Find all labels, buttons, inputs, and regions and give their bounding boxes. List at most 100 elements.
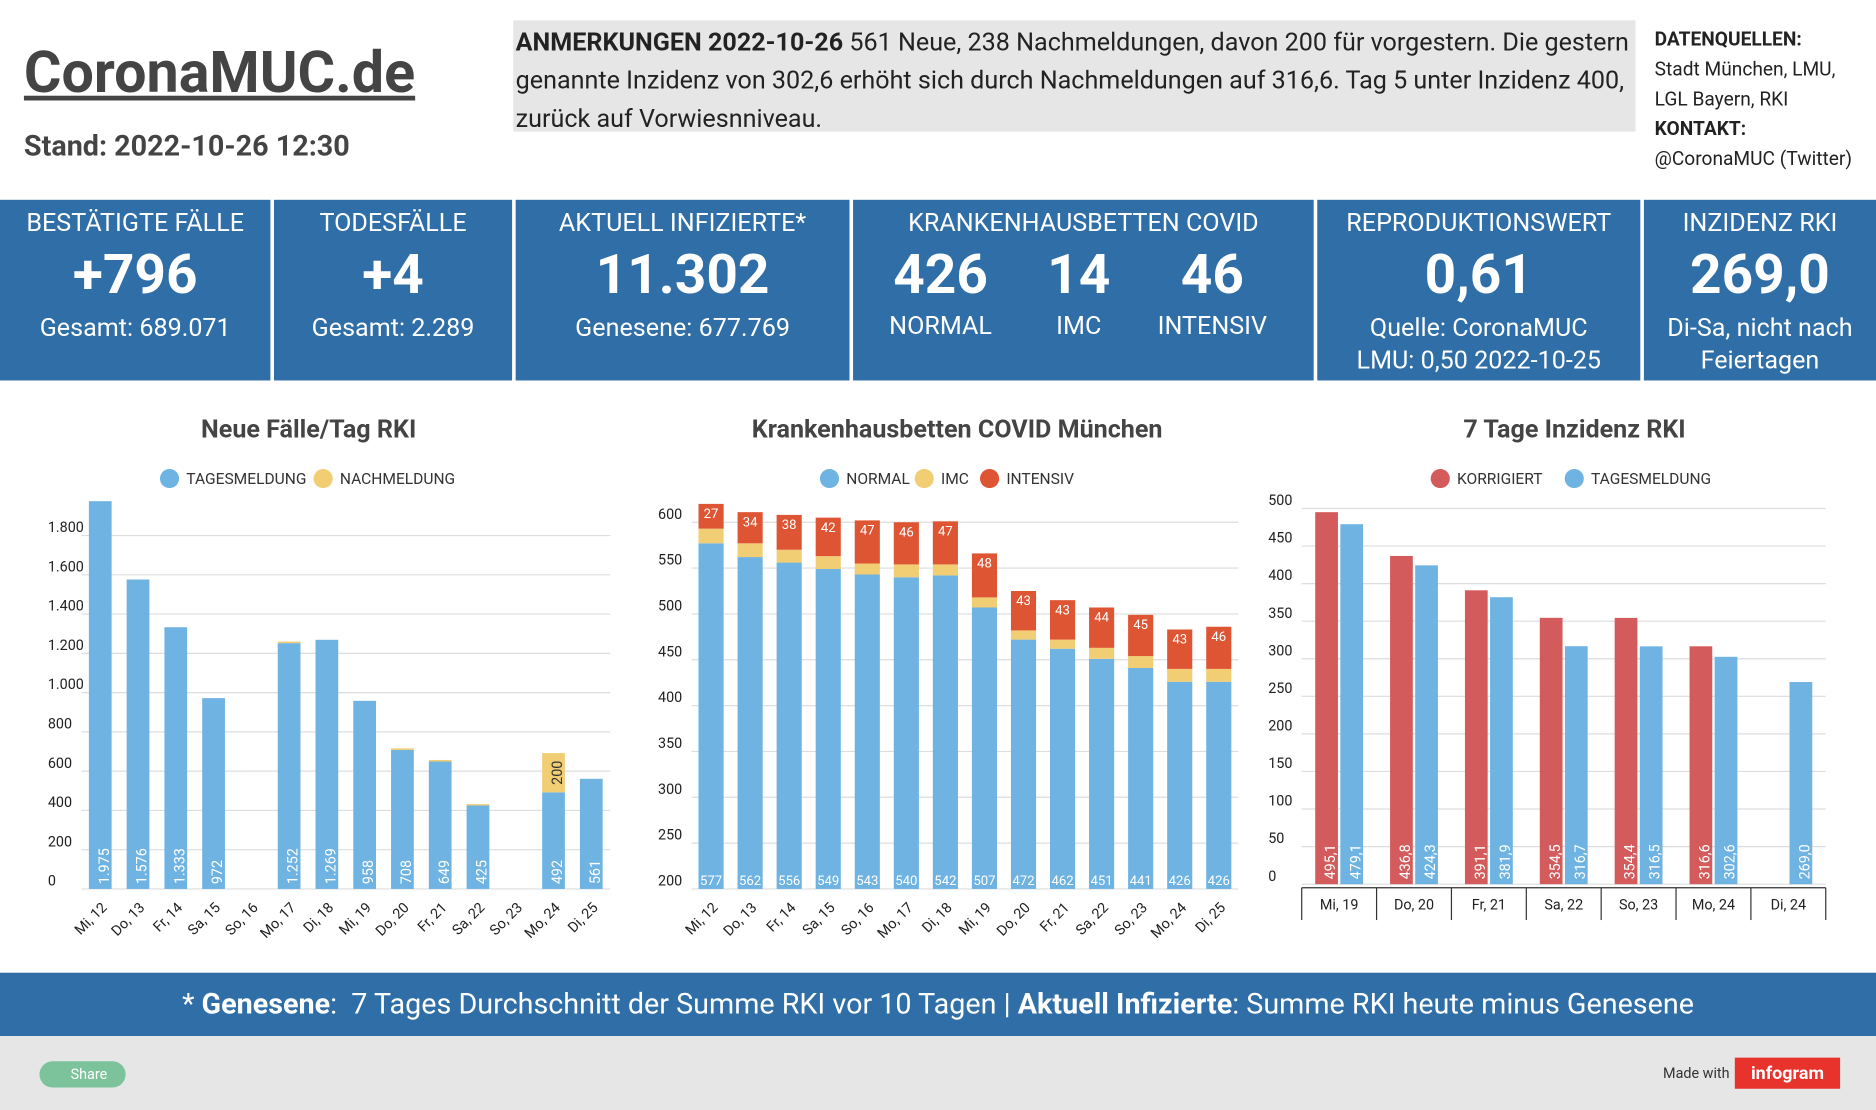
bar-segment	[1049, 648, 1076, 889]
x-tick-label: Mi, 12	[71, 899, 110, 938]
bar-segment	[932, 575, 958, 889]
bar	[1340, 524, 1364, 885]
bar-segment	[932, 521, 958, 565]
bar-segment	[353, 700, 377, 889]
bar-segment	[1167, 629, 1193, 669]
value-label: 492	[549, 860, 566, 884]
bar-segment	[893, 577, 919, 889]
x-tick-label: Fr, 21	[1472, 896, 1506, 913]
bar-segment	[315, 639, 339, 889]
bar-segment	[698, 543, 724, 889]
y-tick-label: 450	[658, 643, 682, 660]
kpi-title: AKTUELL INFIZIERTE*	[558, 209, 807, 239]
x-tick-label: Sa, 22	[449, 899, 488, 938]
bar-segment	[164, 627, 188, 889]
bar-segment	[737, 512, 763, 544]
y-tick-label: 350	[658, 735, 682, 752]
x-tick-label: Do, 20	[1394, 896, 1434, 913]
value-label: 556	[778, 874, 800, 889]
value-label: 507	[973, 874, 995, 889]
y-tick-label: 400	[48, 794, 72, 811]
x-tick-label: So, 23	[1111, 899, 1151, 939]
value-label: 451	[1091, 874, 1113, 889]
value-label: 45	[1133, 618, 1148, 633]
bar-segment	[1089, 647, 1115, 659]
kpi-value: +796	[72, 242, 198, 308]
legend-swatch	[1430, 469, 1450, 489]
bar	[1390, 555, 1413, 885]
value-label: 958	[360, 860, 377, 884]
x-tick-label: Di, 25	[565, 899, 602, 936]
bar-segment	[1206, 668, 1232, 682]
value-label: 48	[977, 557, 992, 572]
bar-segment	[277, 641, 301, 644]
bar-segment	[277, 643, 301, 889]
bar-segment	[932, 564, 958, 576]
contact: @CoronaMUC (Twitter)	[1654, 147, 1853, 170]
value-label: 540	[895, 874, 917, 889]
share-button[interactable]: Share	[39, 1061, 126, 1088]
kpi-value: +4	[362, 242, 424, 308]
y-tick-label: 1.800	[48, 519, 84, 536]
y-tick-label: 200	[658, 873, 682, 890]
y-tick-label: 0	[1268, 868, 1276, 885]
bar-segment	[854, 574, 880, 889]
value-label: 495,1	[1322, 844, 1339, 879]
legend-label: TAGESMELDUNG	[186, 470, 306, 488]
site-title: CoronaMUC.de	[23, 38, 416, 107]
kpi-title: TODESFÄLLE	[319, 209, 467, 239]
bar-segment	[893, 522, 919, 565]
kpi-sub: Feiertagen	[1700, 346, 1820, 376]
footer-text: : Summe RKI heute minus Genesene	[1232, 987, 1694, 1021]
y-tick-label: 500	[1268, 492, 1292, 509]
x-tick-label: Di, 18	[919, 899, 956, 936]
bar-segment	[971, 607, 998, 889]
x-tick-label: Fr, 14	[150, 899, 186, 935]
value-label: 43	[1172, 633, 1187, 648]
bar-segment	[854, 520, 880, 564]
y-tick-label: 250	[1268, 680, 1292, 697]
bar-segment	[391, 748, 414, 750]
bar	[1789, 682, 1813, 885]
bar-segment	[971, 597, 998, 608]
value-label: 43	[1055, 603, 1070, 618]
bar-segment	[1128, 668, 1154, 889]
bar-segment	[737, 557, 763, 889]
x-tick-label: So, 16	[222, 899, 262, 939]
value-label: 44	[1094, 611, 1109, 626]
x-tick-label: So, 23	[486, 899, 526, 939]
x-tick-label: Sa, 15	[799, 899, 838, 938]
kpi-label: INTENSIV	[1157, 312, 1268, 341]
bar-segment	[815, 517, 841, 557]
footer-text: Genesene	[201, 987, 331, 1021]
x-tick-label: Do, 13	[720, 899, 760, 939]
kpi-sub: Gesamt: 2.289	[311, 314, 475, 344]
y-tick-label: 250	[658, 827, 682, 844]
bar-segment	[1167, 681, 1193, 889]
kpi-title: BESTÄTIGTE FÄLLE	[26, 209, 245, 239]
y-tick-label: 400	[1268, 567, 1292, 584]
value-label: 424,3	[1422, 844, 1439, 879]
value-label: 42	[821, 521, 836, 536]
bar-segment	[1206, 626, 1232, 669]
bar	[1714, 656, 1738, 885]
bar-segment	[854, 563, 880, 575]
bar-segment	[1167, 668, 1193, 682]
bar-segment	[428, 761, 452, 889]
brand-logo: infogram	[1734, 1057, 1841, 1089]
bar-segment	[1010, 639, 1037, 889]
y-tick-label: 1.200	[48, 637, 84, 654]
y-tick-label: 450	[1268, 530, 1292, 547]
kpi-tile: KRANKENHAUSBETTEN COVID 426 NORMAL 14 IMC 46 I…	[853, 199, 1314, 381]
value-label: 47	[860, 524, 875, 539]
y-tick-label: 600	[658, 506, 682, 523]
value-label: 381,9	[1497, 844, 1514, 879]
bar-segment	[1089, 658, 1115, 889]
x-tick-label: Mi, 19	[955, 899, 994, 938]
legend-label: NORMAL	[846, 470, 910, 488]
value-label: 1.269	[322, 848, 339, 884]
source-line: Stadt München, LMU,	[1654, 57, 1836, 81]
bar-segment	[1010, 590, 1037, 631]
footer-text: : 7 Tages Durchschnitt der Summe RKI vor…	[330, 987, 1018, 1021]
value-label: 1.576	[134, 848, 151, 884]
